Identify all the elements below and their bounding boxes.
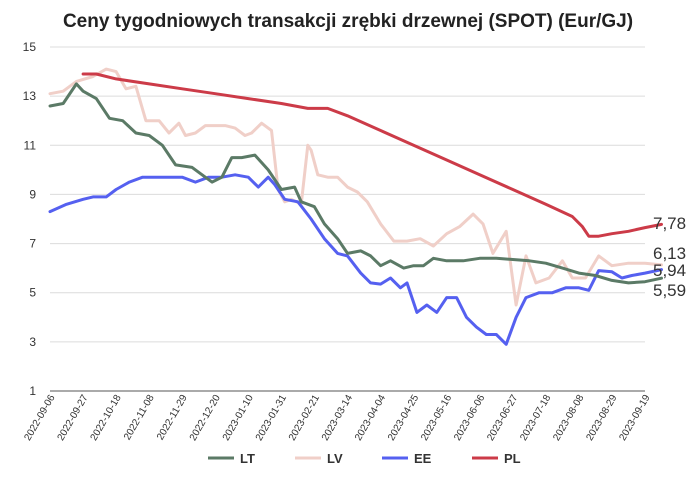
x-tick-label: 2023-08-08 — [551, 393, 586, 443]
x-tick-label: 2022-09-27 — [56, 393, 91, 443]
x-tick-label: 2022-12-20 — [188, 393, 223, 443]
legend-label-pl: PL — [504, 451, 521, 466]
gridlines — [50, 46, 645, 392]
series-line-pl — [81, 72, 663, 238]
y-tick-label: 5 — [29, 286, 36, 300]
y-tick-label: 3 — [29, 335, 36, 349]
end-label-lt: 5,59 — [653, 281, 686, 300]
x-tick-label: 2022-11-29 — [155, 393, 190, 443]
x-tick-label: 2023-06-27 — [485, 393, 520, 443]
x-tick-label: 2023-06-06 — [452, 393, 487, 443]
chart-title: Ceny tygodniowych transakcji zrębki drze… — [63, 11, 633, 32]
y-tick-label: 7 — [29, 237, 36, 251]
end-labels: 5,59 6,135,94 7,78 — [653, 214, 686, 300]
x-tick-label: 2023-07-18 — [518, 393, 553, 443]
x-tick-label: 2022-09-06 — [22, 393, 57, 443]
x-tick-label: 2023-01-10 — [221, 393, 256, 443]
y-tick-label: 9 — [29, 187, 36, 201]
x-tick-label: 2023-05-16 — [419, 393, 454, 443]
x-tick-label: 2022-10-18 — [89, 393, 124, 443]
x-tick-label: 2023-04-04 — [353, 393, 388, 443]
legend-label-lv: LV — [327, 451, 343, 466]
x-tick-label: 2023-01-31 — [254, 393, 289, 443]
x-tick-label: 2023-04-25 — [386, 393, 421, 443]
x-tick-label: 2023-03-14 — [320, 393, 355, 443]
series-line-ee — [48, 173, 663, 346]
series-line-lt — [48, 82, 663, 285]
legend: LT LV EE PL — [208, 451, 521, 466]
y-tick-label: 11 — [24, 138, 37, 152]
legend-label-ee: EE — [414, 451, 432, 466]
x-tick-label: 2022-11-08 — [122, 393, 157, 443]
end-label-ee: 5,94 — [653, 261, 686, 280]
series-lines — [48, 67, 663, 346]
end-label-lv: 6,13 — [653, 244, 686, 263]
end-label-pl: 7,78 — [653, 214, 686, 233]
y-tick-label: 15 — [23, 40, 37, 54]
x-tick-label: 2023-02-21 — [287, 393, 322, 443]
y-tick-label: 1 — [29, 384, 36, 398]
series-line-lv — [48, 67, 663, 307]
legend-label-lt: LT — [240, 451, 255, 466]
y-tick-label: 13 — [23, 89, 37, 103]
x-tick-label: 2023-09-19 — [617, 393, 652, 443]
x-tick-label: 2023-08-29 — [584, 393, 619, 443]
x-axis-ticks: 2022-09-062022-09-272022-10-182022-11-08… — [22, 393, 652, 443]
